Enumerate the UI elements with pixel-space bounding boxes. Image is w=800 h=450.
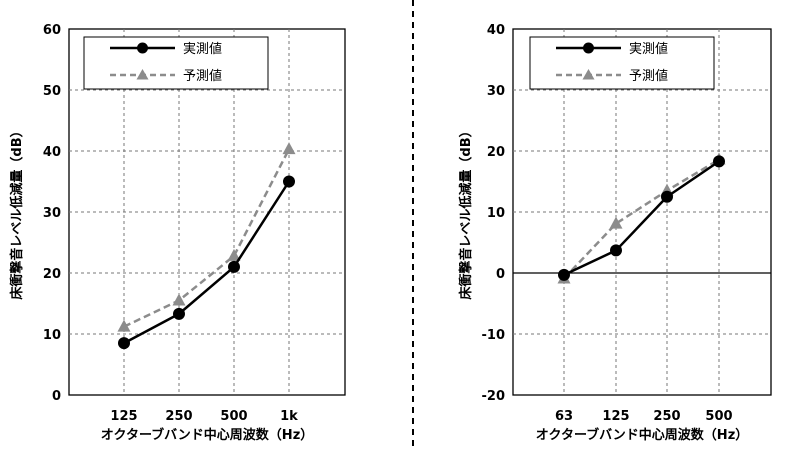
y-tick-labels: 0 10 20 30 40 50 60 xyxy=(43,23,61,404)
x-tick-label: 500 xyxy=(220,409,247,424)
y-tick-label: 20 xyxy=(487,145,505,160)
y-tick-label: 50 xyxy=(43,84,61,99)
data-point-measured xyxy=(713,155,725,168)
y-tick-label: 30 xyxy=(43,206,61,221)
series-line-predicted xyxy=(563,158,720,280)
data-point-measured xyxy=(610,244,622,257)
x-tick-labels: 125 250 500 1k xyxy=(110,409,298,424)
y-axis-title: 床衝撃音レベル低減量（dB） xyxy=(458,124,474,299)
data-point-measured xyxy=(283,175,295,188)
x-axis-title: オクターブバンド中心周波数（Hz） xyxy=(536,427,749,443)
x-tick-label: 125 xyxy=(602,409,629,424)
x-tick-label: 250 xyxy=(165,409,192,424)
x-tick-label: 63 xyxy=(555,409,573,424)
data-point-predicted xyxy=(172,293,186,306)
legend-label-predicted: 予測値 xyxy=(183,68,222,84)
data-point-measured xyxy=(558,268,570,281)
legend-marker-predicted xyxy=(582,69,595,80)
x-tick-label: 500 xyxy=(705,409,732,424)
x-axis-title: オクターブバンド中心周波数（Hz） xyxy=(101,427,314,443)
legend-label-measured: 実測値 xyxy=(183,41,222,57)
y-tick-label: 0 xyxy=(496,267,505,282)
legend-box xyxy=(83,36,269,90)
y-tick-label: 30 xyxy=(487,84,505,99)
y-tick-label: -10 xyxy=(482,328,506,343)
legend-label-predicted: 予測値 xyxy=(629,68,668,84)
x-tick-label: 250 xyxy=(653,409,680,424)
data-point-predicted xyxy=(609,216,623,229)
x-tick-labels: 63 125 250 500 xyxy=(555,409,733,424)
series-line-measured xyxy=(563,160,720,276)
legend-marker-measured xyxy=(137,42,148,54)
x-tick-label: 125 xyxy=(110,409,137,424)
y-tick-label: 40 xyxy=(43,145,61,160)
legend-label-measured: 実測値 xyxy=(629,41,668,57)
y-tick-label: 10 xyxy=(43,328,61,343)
legend-box xyxy=(529,36,715,90)
series-group xyxy=(117,142,296,350)
x-tick-label: 1k xyxy=(280,409,298,424)
legend: 実測値 予測値 xyxy=(529,36,715,90)
gridlines xyxy=(69,29,345,395)
y-tick-label: -20 xyxy=(482,389,506,404)
y-tick-label: 20 xyxy=(43,267,61,282)
gridlines xyxy=(513,29,771,395)
legend: 実測値 予測値 xyxy=(83,36,269,90)
data-point-measured xyxy=(661,190,673,203)
data-point-predicted xyxy=(117,319,131,332)
chart-left: 0 10 20 30 40 50 60 125 250 500 1k 実測値 予測値 オクターブバ… xyxy=(9,23,346,443)
y-tick-label: 40 xyxy=(487,23,505,38)
data-point-predicted xyxy=(282,142,296,155)
data-point-measured xyxy=(173,307,185,320)
legend-marker-predicted xyxy=(136,69,149,80)
data-point-measured xyxy=(118,337,130,350)
legend-marker-measured xyxy=(583,42,594,54)
data-point-measured xyxy=(228,260,240,273)
y-tick-label: 0 xyxy=(52,389,61,404)
y-tick-label: 10 xyxy=(487,206,505,221)
series-line-predicted xyxy=(123,148,291,328)
y-tick-label: 60 xyxy=(43,23,61,38)
series-line-measured xyxy=(123,180,291,345)
y-tick-labels: -20 -10 0 10 20 30 40 xyxy=(482,23,506,404)
data-point-predicted xyxy=(227,248,241,261)
chart-right: -20 -10 0 10 20 30 40 63 125 250 500 実測値 予測値 オクター… xyxy=(458,23,772,443)
y-axis-title: 床衝撃音レベル低減量（dB） xyxy=(9,124,25,299)
series-group xyxy=(557,152,726,284)
